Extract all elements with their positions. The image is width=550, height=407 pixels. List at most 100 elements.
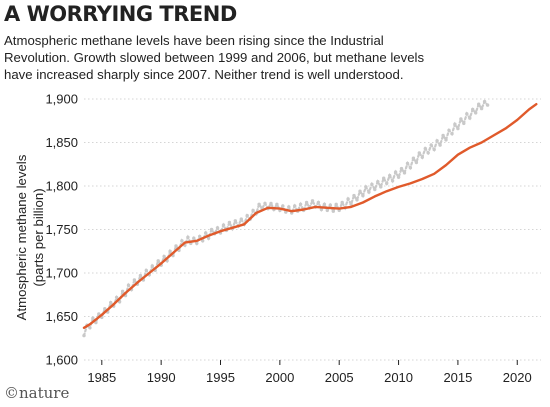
monthly-point	[298, 202, 303, 206]
monthly-point	[459, 117, 463, 121]
monthly-point	[322, 202, 327, 206]
monthly-point	[426, 151, 430, 155]
monthly-point	[293, 204, 297, 208]
monthly-point	[180, 239, 184, 243]
monthly-point	[257, 202, 261, 206]
y-tick-label: 1,750	[45, 222, 78, 237]
y-tick-labels: 1,600 1,650 1,700 1,750 1,800 1,850 1,900	[45, 92, 78, 368]
monthly-point	[450, 132, 454, 136]
monthly-point	[201, 239, 205, 243]
y-tick-label: 1,850	[45, 135, 78, 150]
monthly-point	[156, 259, 160, 263]
monthly-point	[269, 201, 273, 206]
monthly-series	[82, 99, 490, 338]
monthly-point	[91, 316, 95, 320]
monthly-point	[162, 254, 166, 259]
monthly-point	[304, 200, 309, 205]
subtitle-line: Revolution. Growth slowed between 1999 a…	[4, 50, 425, 65]
x-tick-label: 2000	[265, 370, 294, 385]
x-tick-label: 1985	[87, 370, 116, 385]
monthly-point	[215, 226, 220, 230]
trend-series	[82, 103, 538, 329]
monthly-point	[358, 189, 362, 193]
monthly-point	[132, 278, 137, 282]
monthly-point	[94, 320, 98, 325]
subtitle-line: have increased sharply since 2007. Neith…	[4, 67, 404, 82]
monthly-point	[103, 307, 107, 311]
x-tick-label: 2020	[503, 370, 532, 385]
monthly-point	[233, 219, 237, 223]
subtitle-line: Atmospheric methane levels have been ris…	[4, 33, 384, 48]
monthly-point	[453, 122, 457, 126]
monthly-point	[465, 112, 469, 116]
x-tick-label: 2005	[325, 370, 354, 385]
chart-subtitle: Atmospheric methane levels have been ris…	[4, 32, 544, 83]
monthly-point	[479, 106, 484, 111]
monthly-point	[447, 128, 451, 132]
monthly-point	[399, 166, 404, 171]
x-tick-label: 1990	[147, 370, 176, 385]
monthly-point	[376, 180, 380, 184]
monthly-point	[198, 234, 202, 239]
monthly-point	[251, 208, 255, 213]
grid-lines	[84, 98, 541, 361]
monthly-point	[281, 204, 285, 208]
monthly-point	[385, 181, 389, 186]
nature-credit: ©nature	[4, 384, 70, 402]
monthly-point	[456, 126, 460, 131]
monthly-point	[287, 205, 291, 209]
monthly-point	[367, 190, 371, 194]
monthly-point	[239, 217, 243, 221]
monthly-point	[405, 161, 410, 166]
monthly-point	[275, 202, 279, 206]
monthly-point	[340, 200, 344, 205]
monthly-point	[370, 182, 374, 186]
monthly-point	[174, 244, 178, 248]
monthly-point	[331, 209, 335, 213]
monthly-point	[138, 273, 143, 278]
monthly-point	[195, 241, 199, 246]
monthly-point	[420, 155, 424, 159]
monthly-point	[349, 202, 353, 206]
monthly-point	[423, 146, 427, 151]
monthly-point	[263, 201, 267, 206]
monthly-point	[435, 139, 439, 143]
monthly-point	[429, 143, 433, 147]
monthly-point	[245, 213, 249, 218]
x-tick-label: 1995	[206, 370, 235, 385]
monthly-point	[485, 103, 490, 107]
monthly-point	[468, 116, 472, 120]
monthly-point	[352, 193, 356, 198]
monthly-point	[192, 236, 196, 240]
x-tick-label: 2015	[443, 370, 472, 385]
y-axis-label: Atmospheric methane levels (parts per bil…	[14, 154, 46, 320]
monthly-line	[82, 99, 489, 337]
monthly-point	[150, 264, 154, 268]
monthly-point	[396, 175, 401, 179]
monthly-point	[388, 173, 392, 178]
monthly-point	[414, 160, 419, 165]
y-axis-label-line: Atmospheric methane levels	[14, 154, 29, 320]
monthly-point	[334, 202, 338, 206]
x-tick-label: 2010	[384, 370, 413, 385]
y-tick-label: 1,900	[45, 92, 78, 107]
monthly-point	[168, 249, 172, 253]
monthly-point	[390, 179, 395, 183]
x-tick-labels: 1985 1990 1995 2000 2005 2010 2015 2020	[87, 360, 532, 385]
chart-title: A WORRYING TREND	[4, 2, 237, 26]
monthly-point	[310, 199, 315, 203]
monthly-point	[382, 176, 386, 180]
monthly-point	[227, 220, 232, 225]
monthly-point	[402, 171, 407, 175]
monthly-point	[97, 312, 101, 316]
y-tick-label: 1,650	[45, 309, 78, 324]
monthly-point	[82, 333, 86, 338]
y-axis-label-line: (parts per billion)	[31, 188, 46, 286]
monthly-point	[477, 102, 481, 106]
monthly-point	[441, 133, 445, 138]
monthly-point	[373, 187, 377, 192]
monthly-point	[328, 203, 332, 207]
monthly-point	[209, 227, 214, 232]
monthly-point	[88, 326, 92, 330]
monthly-point	[482, 99, 487, 104]
